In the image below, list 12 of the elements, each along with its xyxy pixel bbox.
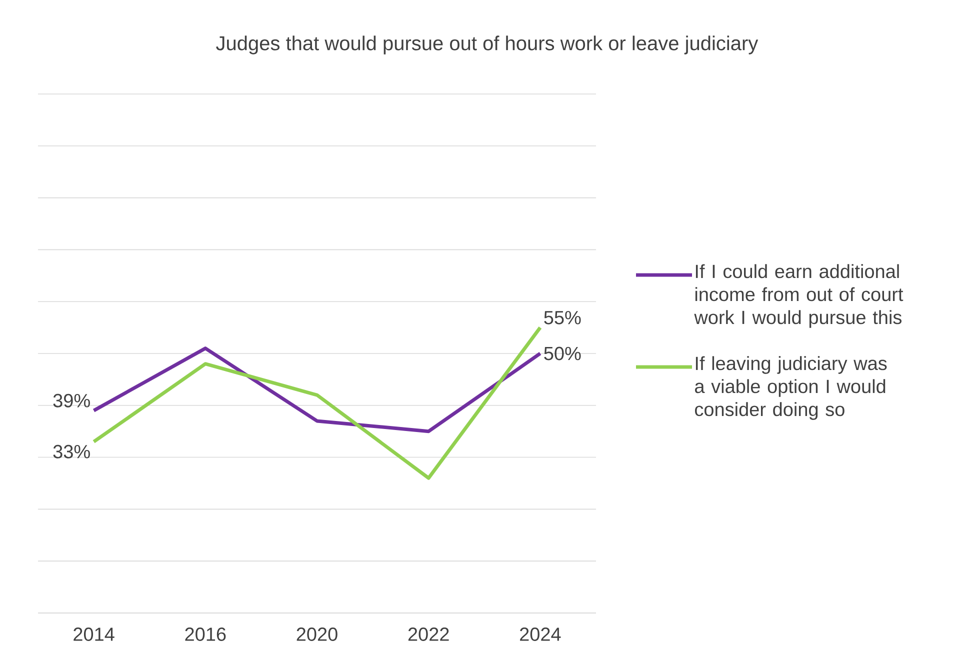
x-tick-label: 2016 (185, 628, 226, 641)
x-tick-label: 2022 (408, 628, 449, 641)
chart-title: Judges that would pursue out of hours work or leave judiciary (216, 36, 758, 54)
data-label: 55% (544, 310, 581, 324)
data-label: 39% (53, 394, 90, 408)
x-tick-label: 2020 (296, 628, 338, 641)
data-label: 50% (544, 346, 581, 360)
x-tick-label: 2014 (74, 628, 114, 641)
legend-label: If I could earn additional income from out of court work I would pursue this (694, 264, 904, 328)
data-label: 33% (53, 444, 90, 458)
x-tick-label: 2024 (520, 628, 561, 641)
legend-label: If leaving judiciary was a viable option I would consider doing so (695, 356, 887, 420)
